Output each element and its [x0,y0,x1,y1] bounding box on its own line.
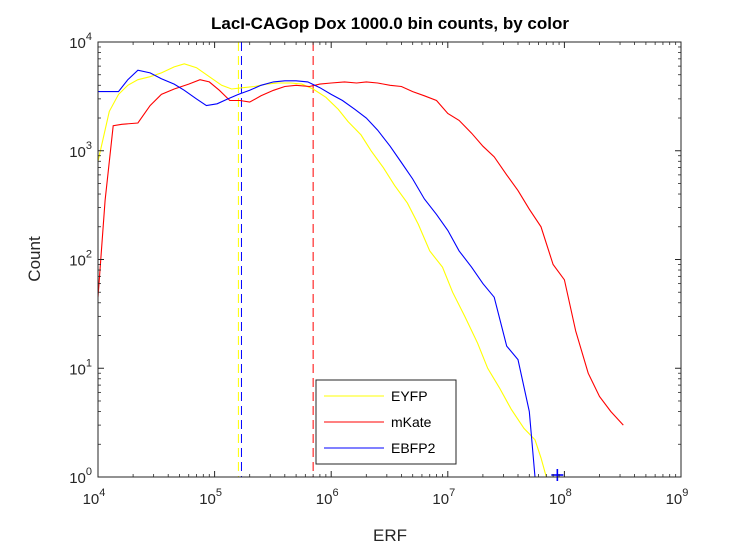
series-line-eyfp [97,63,547,478]
x-ticks: 104 105 106 107 108 109 [83,42,689,508]
x-tick-label: 104 [83,487,106,508]
legend-item-eyfp: EYFP [324,388,428,404]
x-tick-label: 109 [666,487,689,508]
legend: EYFP mKate EBFP2 [315,379,457,465]
chart-title: LacI-CAGop Dox 1000.0 bin counts, by col… [211,14,569,33]
legend-label: mKate [391,414,432,430]
minor-ticks [98,42,681,477]
x-tick-label: 108 [549,487,572,508]
legend-item-ebfp2: EBFP2 [324,440,436,456]
legend-label: EBFP2 [391,440,436,456]
series-line-mkate [97,79,624,426]
y-tick-label: 101 [69,357,92,378]
x-axis-label: ERF [373,526,407,545]
mean-lines [237,42,314,477]
legend-item-mkate: mKate [324,414,432,430]
y-tick-label: 104 [69,31,92,52]
y-axis-label: Count [25,236,44,282]
y-tick-label: 103 [69,140,92,161]
series-line-ebfp2 [98,69,536,478]
legend-label: EYFP [391,388,428,404]
y-ticks: 100 101 102 103 104 [69,31,681,487]
y-tick-label: 100 [69,466,92,487]
x-tick-label: 107 [432,487,455,508]
legend-box [315,379,457,465]
x-tick-label: 106 [316,487,339,508]
y-tick-label: 102 [69,249,92,270]
x-tick-label: 105 [199,487,222,508]
series-lines [97,63,624,478]
